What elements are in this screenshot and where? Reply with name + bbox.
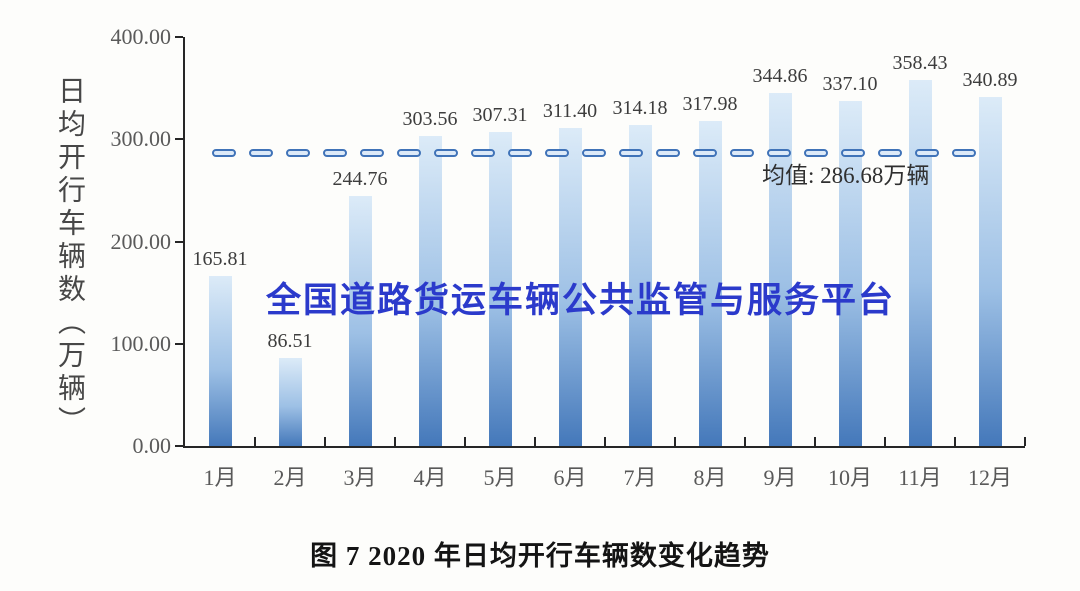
x-tick-label: 10月 — [827, 465, 873, 490]
mean-dash — [915, 148, 939, 157]
bar — [208, 276, 232, 446]
chart-caption: 图 7 2020 年日均开行车辆数变化趋势 — [310, 541, 770, 571]
mean-line — [212, 148, 987, 157]
bar-value-label: 344.86 — [752, 65, 808, 88]
x-tick-label: 7月 — [623, 465, 657, 490]
mean-dash — [249, 148, 273, 157]
watermark-text: 全国道路货运车辆公共监管与服务平台 — [266, 281, 896, 320]
mean-line-label: 均值: 286.68万辆 — [762, 163, 930, 188]
bar-value-label: 314.18 — [612, 96, 668, 119]
mean-dash — [212, 148, 236, 157]
y-tick-label: 200.00 — [110, 228, 172, 254]
x-tick-label: 12月 — [967, 465, 1013, 490]
x-tick-label: 3月 — [343, 465, 377, 490]
y-axis-tick — [175, 240, 183, 243]
y-axis-tick — [175, 342, 183, 345]
x-axis-tick — [884, 437, 886, 446]
mean-dash — [397, 148, 421, 157]
mean-dash — [360, 148, 384, 157]
x-axis-tick — [604, 437, 606, 446]
mean-dash — [471, 148, 495, 157]
y-tick-label: 400.00 — [110, 24, 172, 49]
bar-value-label: 340.89 — [962, 69, 1018, 92]
x-tick-label: 6月 — [553, 465, 587, 490]
mean-dash — [656, 148, 680, 157]
x-axis-tick — [394, 437, 396, 446]
x-tick-label: 8月 — [693, 465, 727, 490]
bar — [488, 131, 512, 446]
mean-dash — [841, 148, 865, 157]
x-axis-tick — [534, 437, 536, 446]
x-tick-label: 4月 — [413, 465, 447, 490]
y-tick-label: 0.00 — [132, 433, 172, 458]
mean-dash — [767, 148, 791, 157]
mean-dash — [693, 148, 717, 157]
x-axis-tick — [674, 437, 676, 446]
plot-area: 165.81 1月 86.51 2月 244.76 3月 303.56 4月 307.31 5月 3… — [111, 26, 1026, 490]
x-axis-tick — [1024, 437, 1026, 446]
x-axis-tick — [464, 437, 466, 446]
mean-dash — [508, 148, 532, 157]
x-axis-tick — [254, 437, 256, 446]
bar-value-label: 311.40 — [542, 99, 598, 122]
bar-value-label: 337.10 — [822, 73, 878, 96]
mean-dash — [323, 148, 347, 157]
bar-value-label: 307.31 — [472, 103, 528, 126]
bar — [978, 97, 1002, 446]
bar — [418, 135, 442, 446]
mean-dash — [545, 148, 569, 157]
y-tick-label: 100.00 — [110, 330, 172, 356]
mean-dash — [730, 148, 754, 157]
mean-dash — [619, 148, 643, 157]
mean-dash — [804, 148, 828, 157]
y-axis-tick — [175, 36, 183, 38]
mean-dash — [582, 148, 606, 157]
x-tick-label: 11月 — [898, 465, 942, 490]
bar-value-label: 165.81 — [192, 248, 248, 271]
bar — [558, 127, 582, 446]
mean-dash — [878, 148, 902, 157]
mean-dash — [286, 148, 310, 157]
y-axis-tick — [175, 138, 183, 141]
bar — [348, 195, 372, 446]
x-tick-label: 9月 — [763, 465, 797, 490]
y-axis-tick — [175, 445, 183, 447]
bar — [628, 124, 652, 446]
x-tick-label: 1月 — [203, 465, 237, 490]
x-tick-label: 5月 — [483, 465, 517, 490]
x-axis-tick — [954, 437, 956, 446]
bar-value-label: 317.98 — [682, 92, 738, 115]
x-axis-tick — [814, 437, 816, 446]
bar — [698, 120, 722, 446]
x-axis-tick — [744, 437, 746, 446]
x-tick-label: 2月 — [273, 465, 307, 490]
x-axis-tick — [324, 437, 326, 446]
bar — [768, 93, 792, 446]
bar-value-label: 358.43 — [892, 51, 948, 74]
bar-value-label: 244.76 — [332, 167, 388, 190]
bar — [908, 79, 932, 446]
bar — [838, 101, 862, 446]
bar — [278, 357, 302, 446]
bar-value-label: 86.51 — [267, 329, 313, 352]
mean-dash — [434, 148, 458, 157]
mean-dash — [952, 148, 976, 157]
y-axis-title: 日均开行车辆数（万辆） — [54, 76, 85, 439]
y-tick-label: 300.00 — [110, 126, 172, 152]
bar-value-label: 303.56 — [402, 107, 458, 130]
